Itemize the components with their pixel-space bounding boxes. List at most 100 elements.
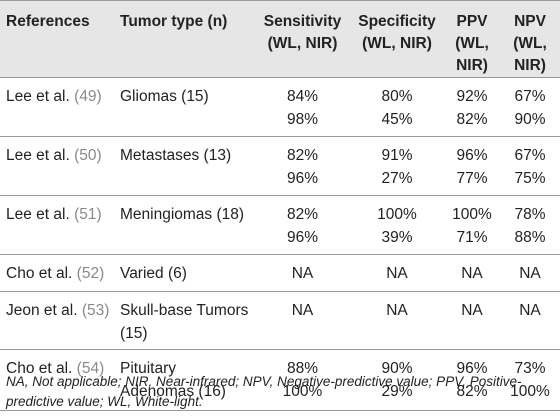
table-row: Lee et al. (50) Metastases (13) 82% 96% … <box>0 137 560 196</box>
sensitivity-nir: 98% <box>286 111 319 128</box>
tumor-type-line1: Skull-base Tumors <box>120 302 249 319</box>
ppv-nir: 82% <box>456 111 488 128</box>
header-tumor-type-text: Tumor type (n) <box>120 13 228 30</box>
sensitivity-cell: NA <box>250 299 355 322</box>
ppv-cell: 96% 77% <box>444 144 500 190</box>
specificity-wl: 80% <box>381 88 413 105</box>
ppv-wl: 100% <box>452 206 492 223</box>
npv-wl: 67% <box>514 147 546 164</box>
ppv-wl: 96% <box>456 147 488 164</box>
npv-nir: 90% <box>514 111 546 128</box>
specificity-cell: 100% 39% <box>348 203 446 249</box>
ppv-wl: 96% <box>456 360 488 377</box>
ppv-cell: 100% 71% <box>444 203 500 249</box>
reference-cell: Jeon et al. (53) <box>6 299 109 322</box>
npv-value: NA <box>519 265 541 282</box>
specificity-cell: 80% 45% <box>348 85 446 131</box>
npv-wl: 78% <box>514 206 546 223</box>
tumor-type-line1: Varied (6) <box>120 265 187 282</box>
ppv-cell: NA <box>444 262 500 285</box>
npv-nir: 100% <box>510 383 550 400</box>
sensitivity-cell: 84% 98% <box>250 85 355 131</box>
specificity-nir: 29% <box>381 383 413 400</box>
table-row: Cho et al. (52) Varied (6) NA NA NA NA <box>0 255 560 292</box>
header-ppv: PPV (WL, NIR) <box>444 11 500 77</box>
reference-name: Lee et al. <box>6 88 70 105</box>
npv-cell: 67% 75% <box>503 144 557 190</box>
sensitivity-nir: 96% <box>286 229 319 246</box>
ppv-wl: 92% <box>456 88 488 105</box>
reference-cell: Lee et al. (50) <box>6 144 102 167</box>
header-ppv-line1: PPV <box>456 13 488 30</box>
sensitivity-cell: 88% 100% <box>250 357 355 403</box>
header-npv: NPV (WL, NIR) <box>503 11 557 77</box>
specificity-value: NA <box>386 302 408 319</box>
sensitivity-value: NA <box>291 302 314 319</box>
npv-cell: 78% 88% <box>503 203 557 249</box>
reference-number: (53) <box>81 302 110 319</box>
npv-wl: 73% <box>514 360 546 377</box>
ppv-nir: 71% <box>456 229 488 246</box>
tumor-type-cell: Gliomas (15) <box>120 85 209 108</box>
npv-nir: 88% <box>514 229 546 246</box>
reference-number: (52) <box>76 265 105 282</box>
tumor-type-cell: Pituitary Adenomas (16) <box>120 357 226 403</box>
reference-number: (50) <box>74 147 102 164</box>
sensitivity-value: NA <box>291 265 314 282</box>
tumor-type-cell: Metastases (13) <box>120 144 231 167</box>
header-ppv-line3: NIR) <box>456 57 488 74</box>
ppv-nir: 77% <box>456 170 488 187</box>
sensitivity-wl: 84% <box>286 88 319 105</box>
table-row: Lee et al. (51) Meningiomas (18) 82% 96%… <box>0 196 560 255</box>
tumor-type-line2: (15) <box>120 325 148 342</box>
reference-number: (51) <box>74 206 102 223</box>
npv-wl: 67% <box>514 88 546 105</box>
reference-cell: Lee et al. (49) <box>6 85 102 108</box>
sensitivity-cell: 82% 96% <box>250 203 355 249</box>
sensitivity-nir: 100% <box>282 383 323 400</box>
header-specificity-line2: (WL, NIR) <box>362 35 432 52</box>
sensitivity-wl: 82% <box>286 147 319 164</box>
sensitivity-nir: 96% <box>286 170 319 187</box>
tumor-type-cell: Varied (6) <box>120 262 187 285</box>
ppv-cell: NA <box>444 299 500 322</box>
table-row: Jeon et al. (53) Skull-base Tumors (15) … <box>0 292 560 350</box>
reference-name: Lee et al. <box>6 147 70 164</box>
tumor-type-line2: Adenomas (16) <box>120 383 226 400</box>
table-row: Lee et al. (49) Gliomas (15) 84% 98% 80%… <box>0 78 560 137</box>
tumor-type-cell: Skull-base Tumors (15) <box>120 299 248 345</box>
specificity-nir: 39% <box>381 229 413 246</box>
sensitivity-wl: 82% <box>286 206 319 223</box>
specificity-cell: 90% 29% <box>348 357 446 403</box>
tumor-type-line1: Pituitary <box>120 360 176 377</box>
reference-name: Cho et al. <box>6 360 73 377</box>
reference-number: (49) <box>74 88 102 105</box>
sensitivity-cell: NA <box>250 262 355 285</box>
npv-cell: 67% 90% <box>503 85 557 131</box>
ppv-cell: 92% 82% <box>444 85 500 131</box>
ppv-cell: 96% 82% <box>444 357 500 403</box>
npv-value: NA <box>519 302 541 319</box>
tumor-type-cell: Meningiomas (18) <box>120 203 244 226</box>
tumor-type-line1: Meningiomas (18) <box>120 206 245 223</box>
reference-name: Lee et al. <box>6 206 70 223</box>
header-references: References <box>6 11 116 33</box>
npv-nir: 75% <box>514 170 546 187</box>
header-specificity-line1: Specificity <box>358 13 436 30</box>
header-sensitivity: Sensitivity (WL, NIR) <box>250 11 355 55</box>
specificity-cell: 91% 27% <box>348 144 446 190</box>
header-npv-line3: NIR) <box>514 57 546 74</box>
tumor-type-line1: Metastases (13) <box>120 147 232 164</box>
header-sensitivity-line1: Sensitivity <box>263 13 342 30</box>
specificity-value: NA <box>386 265 408 282</box>
specificity-wl: 90% <box>381 360 413 377</box>
specificity-nir: 45% <box>381 111 413 128</box>
reference-name: Jeon et al. <box>6 302 78 319</box>
specificity-cell: NA <box>348 299 446 322</box>
reference-cell: Lee et al. (51) <box>6 203 102 226</box>
header-references-text: References <box>6 13 90 30</box>
reference-name: Cho et al. <box>6 265 73 282</box>
specificity-wl: 91% <box>381 147 413 164</box>
header-sensitivity-line2: (WL, NIR) <box>267 35 338 52</box>
